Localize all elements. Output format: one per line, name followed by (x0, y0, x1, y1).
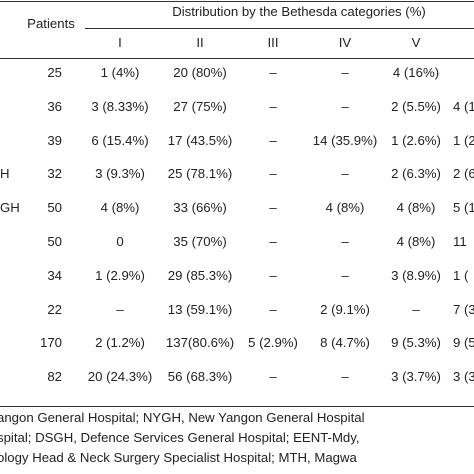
header-category-i: I (118, 35, 122, 50)
cell-patients: 50 (47, 200, 62, 215)
cell-patients: 82 (47, 369, 62, 384)
cell-cat-vi-partial: 11 (453, 234, 467, 249)
cell-cat-iii: 5 (2.9%) (248, 335, 298, 350)
cell-cat-iv: – (341, 234, 349, 249)
cell-cat-i: 3 (8.33%) (91, 99, 149, 114)
cell-cat-ii: 25 (78.1%) (167, 166, 233, 181)
cell-patients: 32 (47, 166, 62, 181)
cell-cat-i: 6 (15.4%) (91, 133, 149, 148)
cell-cat-iv: 14 (35.9%) (312, 133, 378, 148)
cell-cat-iii: – (269, 234, 277, 249)
cell-cat-ii: 33 (66%) (173, 200, 227, 215)
header-category-iv: IV (338, 35, 352, 50)
cell-cat-vi-partial: 1 ( (453, 268, 469, 283)
cell-cat-vi-partial: 5 (1 (453, 200, 474, 215)
footnote-line-1: angon General Hospital; NYGH, New Yangon… (0, 410, 365, 425)
cell-cat-v: 4 (8%) (396, 200, 436, 215)
rule-bottom (0, 406, 474, 407)
cell-cat-iv: – (341, 268, 349, 283)
cell-cat-i: – (116, 302, 124, 317)
cell-cat-i: 0 (116, 234, 124, 249)
cell-cat-iii: – (269, 268, 277, 283)
cell-cat-vi-partial: 9 (5 (453, 335, 474, 350)
cell-cat-i: 1 (4%) (100, 65, 140, 80)
cell-cat-v: 2 (6.3%) (391, 166, 441, 181)
cell-cat-i: 4 (8%) (100, 200, 140, 215)
cell-cat-v: 9 (5.3%) (391, 335, 441, 350)
cell-cat-iii: – (269, 133, 277, 148)
rule-top (0, 1, 474, 2)
cell-cat-v: 4 (16%) (392, 65, 440, 80)
cell-cat-v: 2 (5.5%) (391, 99, 441, 114)
cell-cat-ii: 29 (85.3%) (167, 268, 233, 283)
cell-patients: 50 (47, 234, 62, 249)
footnote-line-3: ology Head & Neck Surgery Specialist Hos… (0, 450, 357, 465)
cell-cat-iii: – (269, 65, 277, 80)
cell-cat-ii: 27 (75%) (173, 99, 227, 114)
cell-cat-iii: – (269, 200, 277, 215)
cell-cat-iii: – (269, 99, 277, 114)
rule-group (85, 28, 474, 29)
rule-header (0, 58, 474, 59)
cell-cat-iii: – (269, 302, 277, 317)
cell-cat-i: 1 (2.9%) (95, 268, 145, 283)
cell-cat-ii: 137(80.6%) (165, 335, 235, 350)
cell-cat-v: 3 (8.9%) (391, 268, 441, 283)
cell-cat-ii: 13 (59.1%) (167, 302, 233, 317)
header-patients: Patients (27, 16, 75, 31)
cell-cat-i: 3 (9.3%) (95, 166, 145, 181)
cell-cat-iv: 4 (8%) (325, 200, 365, 215)
cell-cat-vi-partial: 4 (1 (453, 99, 474, 114)
header-category-ii: II (196, 35, 204, 50)
cell-patients: 39 (47, 133, 62, 148)
cell-cat-iv: – (341, 65, 349, 80)
cell-cat-iv: – (341, 369, 349, 384)
cell-cat-iv: 2 (9.1%) (320, 302, 370, 317)
cell-cat-i: 20 (24.3%) (87, 369, 153, 384)
cell-cat-iv: 8 (4.7%) (320, 335, 370, 350)
cell-cat-ii: 35 (70%) (173, 234, 227, 249)
cell-patients: 22 (47, 302, 62, 317)
cell-cat-iv: – (341, 166, 349, 181)
header-group-title: Distribution by the Bethesda categories … (172, 4, 426, 19)
cell-cat-v: 1 (2.6%) (391, 133, 441, 148)
header-category-iii: III (267, 35, 279, 50)
cell-cat-i: 2 (1.2%) (95, 335, 145, 350)
header-category-v: V (411, 35, 421, 50)
cell-cat-v: 3 (3.7%) (391, 369, 441, 384)
cell-cat-iii: – (269, 369, 277, 384)
cell-patients: 170 (39, 335, 62, 350)
cell-patients: 25 (47, 65, 62, 80)
cell-cat-iii: – (269, 166, 277, 181)
cell-cat-ii: 20 (80%) (173, 65, 227, 80)
cell-cat-vi-partial: 2 (6 (453, 166, 474, 181)
footnote-line-2: spital; DSGH, Defence Services General H… (0, 430, 360, 445)
cell-cat-vi-partial: 3 (3 (453, 369, 474, 384)
cell-cat-ii: 17 (43.5%) (167, 133, 233, 148)
cell-cat-v: – (412, 302, 420, 317)
cell-cat-v: 4 (8%) (396, 234, 436, 249)
cell-cat-iv: – (341, 99, 349, 114)
cell-cat-vi-partial: 1 (2 (453, 133, 474, 148)
cell-patients: 36 (47, 99, 62, 114)
cell-patients: 34 (47, 268, 62, 283)
row-label: GH (0, 200, 20, 215)
cell-cat-vi-partial: 7 (3 (453, 302, 474, 317)
row-label: H (0, 166, 10, 181)
cell-cat-ii: 56 (68.3%) (167, 369, 233, 384)
